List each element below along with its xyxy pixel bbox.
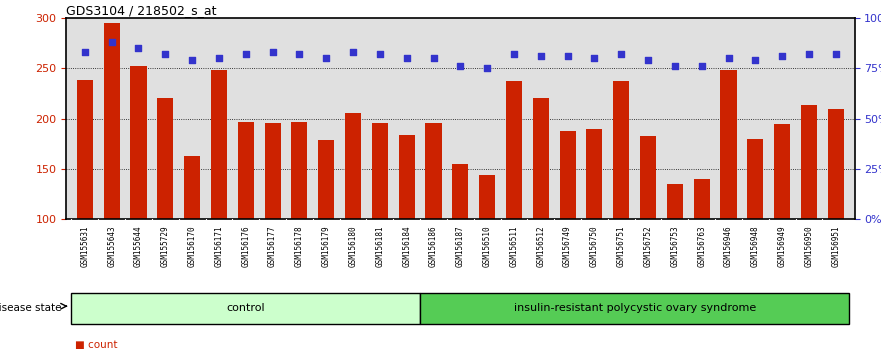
Bar [747,139,763,219]
Point [775,53,789,59]
Text: control: control [226,303,265,313]
Point [534,53,548,59]
Bar [345,113,361,219]
Point [239,51,253,57]
Point [319,55,333,61]
Bar [587,129,603,219]
Bar [452,164,469,219]
Point [292,51,307,57]
Text: GSM156751: GSM156751 [617,225,626,267]
Text: GSM156512: GSM156512 [537,225,545,267]
Bar [318,140,334,219]
Text: GSM156180: GSM156180 [349,225,358,267]
Bar [238,122,254,219]
Point [131,45,145,51]
Bar [479,175,495,219]
Text: GSM156750: GSM156750 [590,225,599,267]
Text: GSM156177: GSM156177 [268,225,278,267]
Text: GSM156511: GSM156511 [509,225,518,267]
Text: ■ count: ■ count [75,340,117,350]
Bar [158,98,174,219]
Text: GSM156186: GSM156186 [429,225,438,267]
Point [588,55,602,61]
Point [400,55,414,61]
Point [453,63,467,69]
Point [346,49,360,55]
Point [159,51,173,57]
Bar [184,156,200,219]
Point [373,51,387,57]
Point [614,51,628,57]
Point [641,57,655,63]
Bar [420,293,849,324]
Point [480,65,494,71]
Bar [506,81,522,219]
Text: GSM156951: GSM156951 [832,225,840,267]
Bar [801,105,817,219]
Text: GSM155644: GSM155644 [134,225,143,267]
Point [78,49,92,55]
Bar [640,136,656,219]
Text: GSM156179: GSM156179 [322,225,330,267]
Text: GSM156949: GSM156949 [778,225,787,267]
Point [212,55,226,61]
Bar [71,293,420,324]
Text: GSM156950: GSM156950 [804,225,813,267]
Bar [426,122,441,219]
Text: GSM156510: GSM156510 [483,225,492,267]
Text: disease state: disease state [0,303,62,313]
Point [265,49,279,55]
Point [722,55,736,61]
Point [105,39,119,45]
Text: GSM156184: GSM156184 [403,225,411,267]
Point [694,63,708,69]
Text: GSM156181: GSM156181 [375,225,384,267]
Point [802,51,816,57]
Text: insulin-resistant polycystic ovary syndrome: insulin-resistant polycystic ovary syndr… [514,303,756,313]
Text: GSM155631: GSM155631 [80,225,89,267]
Bar [693,179,710,219]
Point [560,53,574,59]
Bar [77,80,93,219]
Bar [104,23,120,219]
Point [829,51,843,57]
Text: GSM156753: GSM156753 [670,225,679,267]
Bar [613,81,629,219]
Text: GSM156946: GSM156946 [724,225,733,267]
Text: GSM156171: GSM156171 [214,225,224,267]
Text: GSM155729: GSM155729 [161,225,170,267]
Text: GSM156178: GSM156178 [295,225,304,267]
Bar [211,70,227,219]
Text: GSM156948: GSM156948 [751,225,759,267]
Bar [559,131,575,219]
Text: GSM156170: GSM156170 [188,225,196,267]
Bar [372,122,388,219]
Text: GSM156187: GSM156187 [455,225,465,267]
Bar [533,98,549,219]
Point [748,57,762,63]
Bar [667,184,683,219]
Bar [264,122,281,219]
Point [507,51,521,57]
Bar [774,124,790,219]
Bar [828,108,844,219]
Text: GSM156752: GSM156752 [643,225,653,267]
Bar [721,70,737,219]
Bar [398,135,415,219]
Point [426,55,440,61]
Text: GSM156749: GSM156749 [563,225,572,267]
Text: GSM155643: GSM155643 [107,225,116,267]
Point [668,63,682,69]
Text: GSM156763: GSM156763 [697,225,707,267]
Text: GSM156176: GSM156176 [241,225,250,267]
Bar [292,122,307,219]
Point [185,57,199,63]
Bar [130,66,146,219]
Text: GDS3104 / 218502_s_at: GDS3104 / 218502_s_at [66,4,217,17]
